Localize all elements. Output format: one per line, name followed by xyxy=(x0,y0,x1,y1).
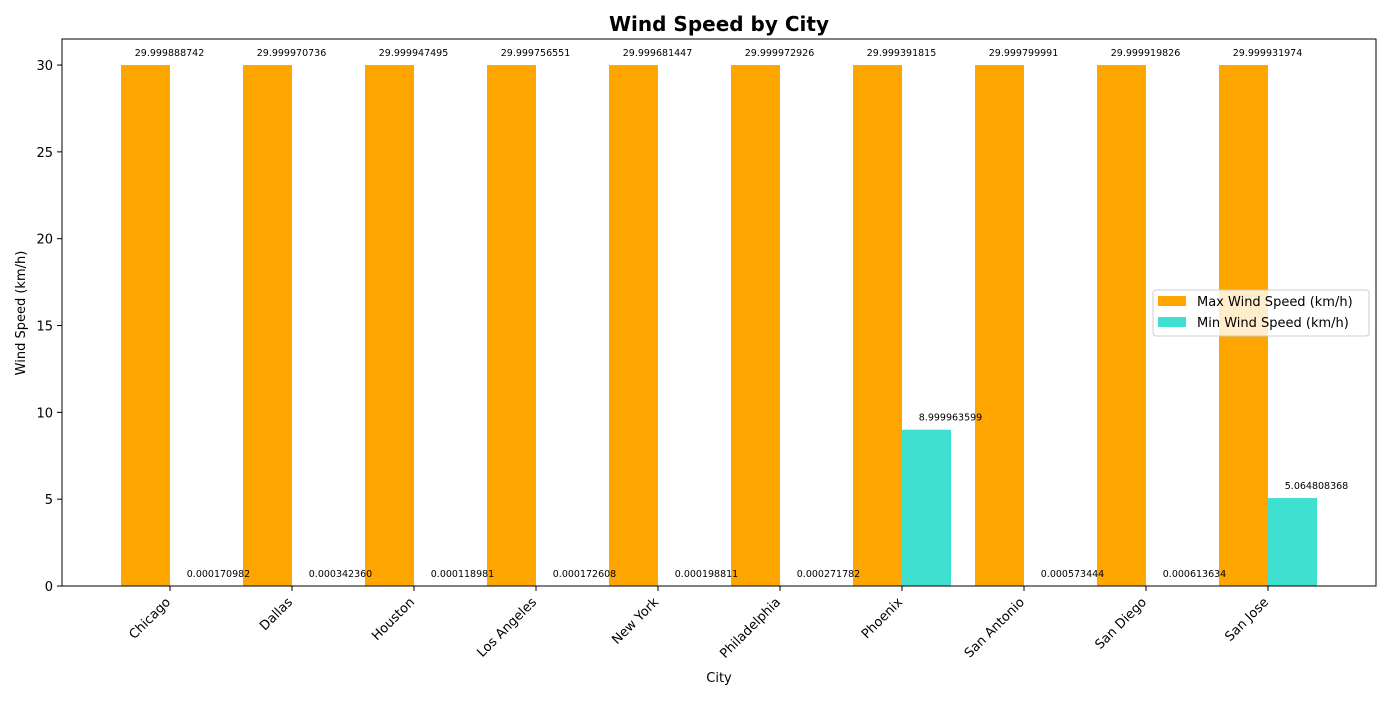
x-tick-label: San Jose xyxy=(1222,595,1272,645)
x-tick-label: Phoenix xyxy=(859,595,906,642)
bar-max-7 xyxy=(975,65,1024,586)
bar-value-label: 0.000198811 xyxy=(675,569,738,580)
x-tick-label: Los Angeles xyxy=(474,595,540,661)
bar-value-label: 0.000118981 xyxy=(431,569,494,580)
bar-value-label: 0.000613634 xyxy=(1163,569,1226,580)
bar-value-label: 29.999391815 xyxy=(867,48,937,59)
bar-value-label: 29.999931974 xyxy=(1233,48,1303,59)
bar-value-label: 0.000172608 xyxy=(553,569,616,580)
chart-title: Wind Speed by City xyxy=(609,12,829,36)
legend: Max Wind Speed (km/h) Min Wind Speed (km/… xyxy=(1153,290,1369,336)
bar-value-label: 29.999681447 xyxy=(623,48,693,59)
bar-max-8 xyxy=(1097,65,1146,586)
x-tick-label: San Diego xyxy=(1092,595,1150,653)
bar-min-6 xyxy=(902,430,951,586)
bar-value-label: 0.000342360 xyxy=(309,569,372,580)
bar-value-label: 29.999947495 xyxy=(379,48,449,59)
y-tick-label: 30 xyxy=(36,59,53,74)
legend-label: Max Wind Speed (km/h) xyxy=(1197,295,1353,310)
bar-min-9 xyxy=(1268,498,1317,586)
bar-max-4 xyxy=(609,65,658,586)
bar-value-label: 29.999888742 xyxy=(135,48,205,59)
x-tick-label: San Antonio xyxy=(962,595,1028,661)
x-tick-label: Chicago xyxy=(126,595,174,643)
bar-max-6 xyxy=(853,65,902,586)
legend-swatch xyxy=(1158,296,1186,306)
y-tick-label: 0 xyxy=(45,580,53,595)
y-axis-label: Wind Speed (km/h) xyxy=(14,251,29,376)
bar-max-2 xyxy=(365,65,414,586)
x-tick-label: Dallas xyxy=(257,595,296,634)
y-tick-label: 20 xyxy=(36,233,53,248)
bar-max-0 xyxy=(121,65,170,586)
legend-swatch xyxy=(1158,317,1186,327)
y-tick-label: 5 xyxy=(45,493,53,508)
bar-max-3 xyxy=(487,65,536,586)
bar-value-label: 8.999963599 xyxy=(919,413,982,424)
bar-max-1 xyxy=(243,65,292,586)
bar-value-label: 29.999972926 xyxy=(745,48,815,59)
y-tick-label: 10 xyxy=(36,406,53,421)
bar-value-label: 29.999799991 xyxy=(989,48,1059,59)
bar-value-label: 29.999970736 xyxy=(257,48,327,59)
bar-max-5 xyxy=(731,65,780,586)
bars-layer xyxy=(121,65,1317,586)
bar-value-label: 29.999919826 xyxy=(1111,48,1181,59)
bar-value-label: 29.999756551 xyxy=(501,48,571,59)
bar-value-label: 0.000271782 xyxy=(797,569,860,580)
legend-label: Min Wind Speed (km/h) xyxy=(1197,316,1349,331)
y-tick-label: 25 xyxy=(36,146,53,161)
bar-value-label: 0.000170982 xyxy=(187,569,250,580)
x-tick-label: New York xyxy=(609,595,662,648)
x-axis-label: City xyxy=(706,671,732,686)
bar-value-label: 5.064808368 xyxy=(1285,481,1348,492)
x-tick-label: Houston xyxy=(369,595,418,644)
y-tick-label: 15 xyxy=(36,320,53,335)
x-tick-label: Philadelphia xyxy=(717,595,784,662)
bar-value-label: 0.000573444 xyxy=(1041,569,1104,580)
